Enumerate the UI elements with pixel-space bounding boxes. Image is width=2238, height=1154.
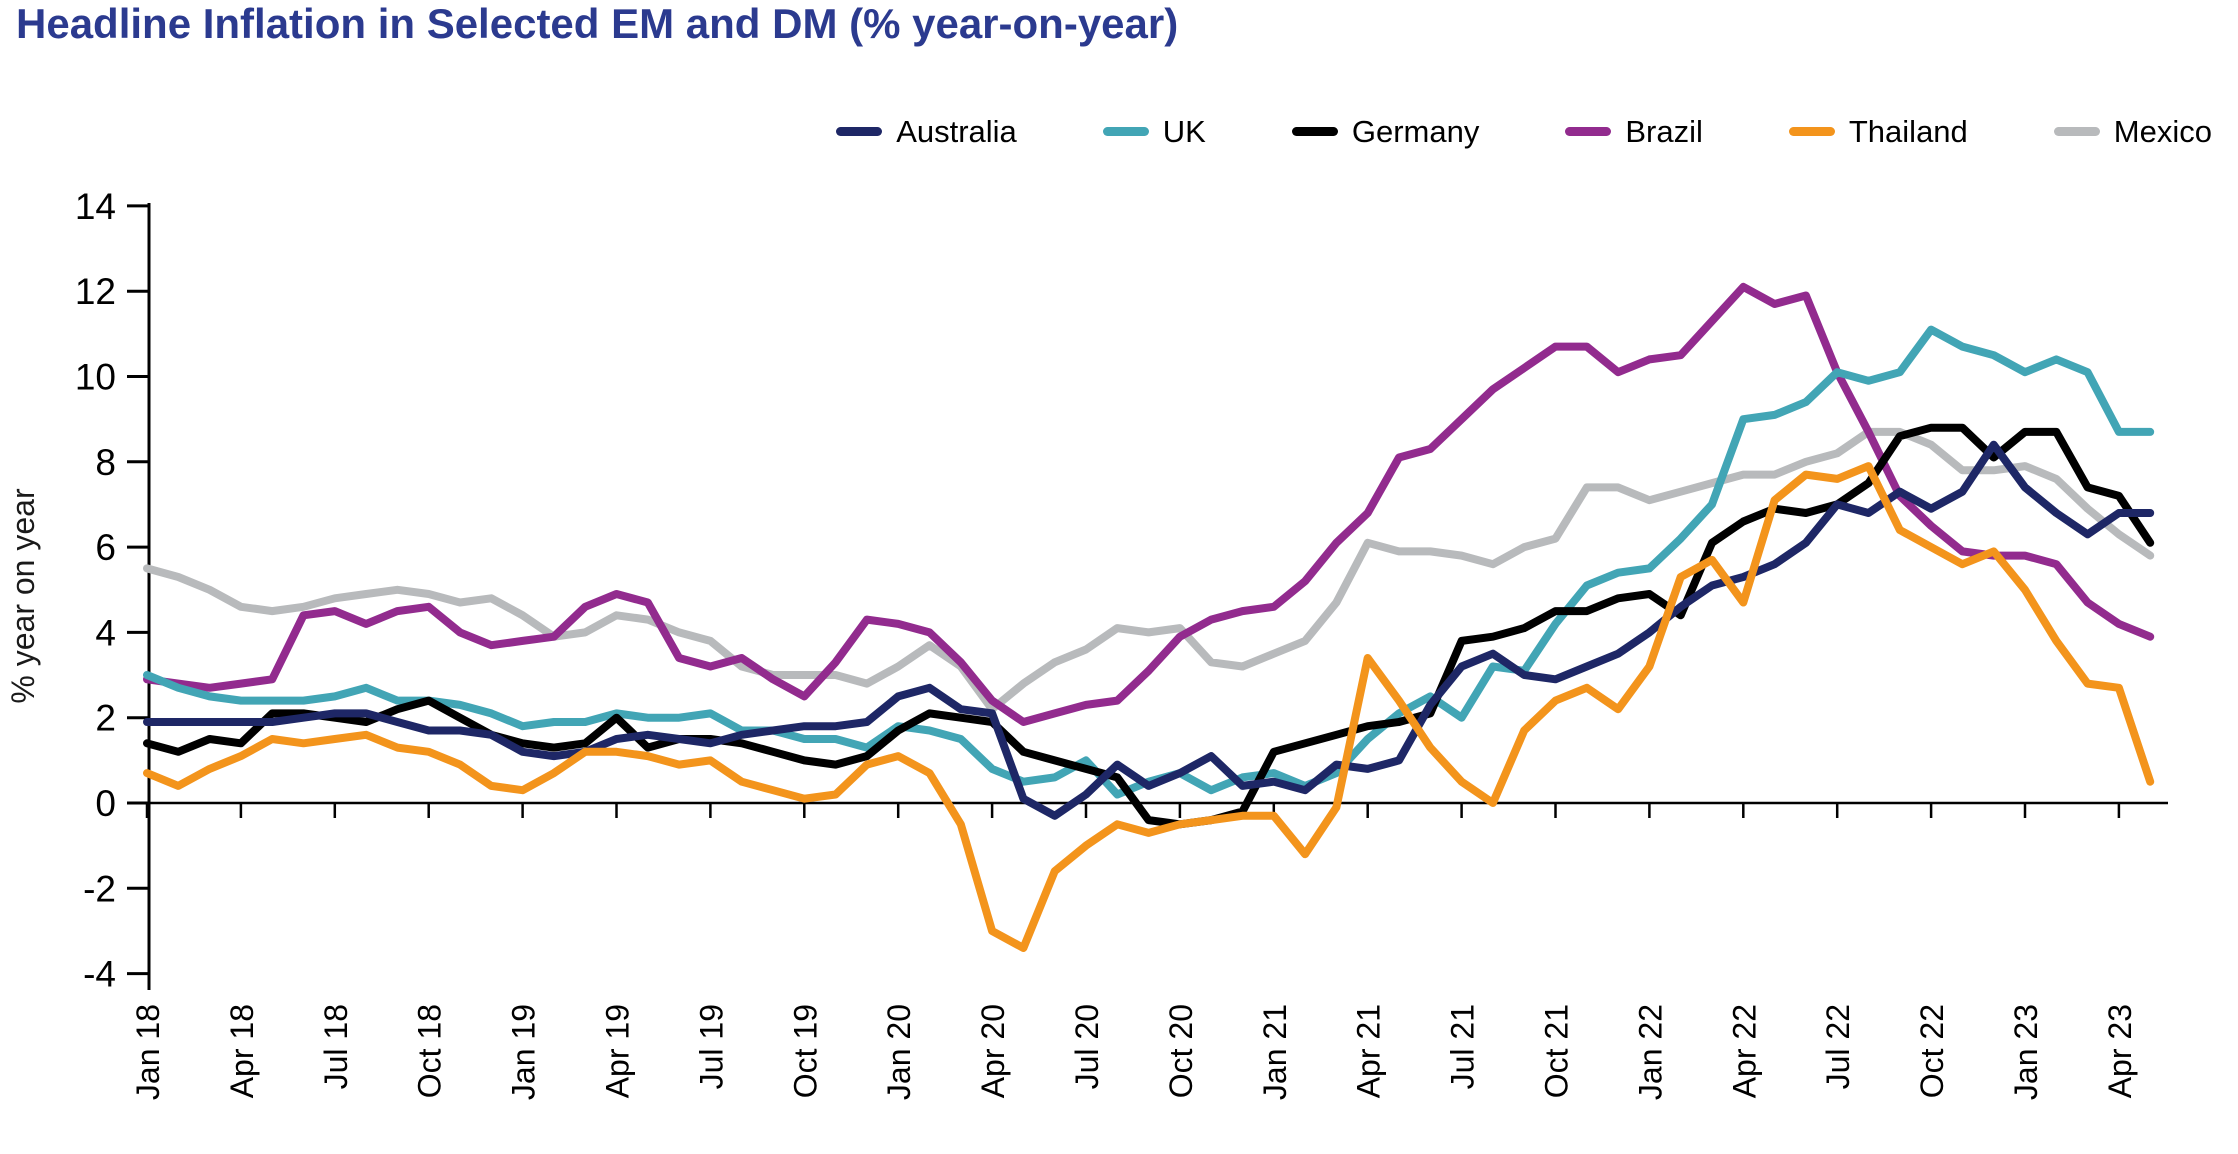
x-tick-label: Jan 18 [130,1004,166,1100]
x-tick-label: Jul 22 [1820,1004,1856,1089]
x-tick-label: Apr 20 [975,1004,1011,1098]
line-brazil [143,282,2155,726]
y-tick-label: -4 [83,954,116,995]
x-tick-label: Oct 18 [412,1004,448,1098]
legend-label: Australia [896,114,1017,149]
chart-legend: Australia UK Germany Brazil Thailand Mex… [836,116,2212,147]
x-tick-label: Oct 21 [1539,1004,1575,1098]
x-tick-label: Jul 19 [693,1004,729,1089]
y-tick-label: 6 [95,527,116,568]
legend-label: UK [1162,114,1206,149]
legend-item-uk: UK [1102,114,1206,149]
legend-item-australia: Australia [836,116,1017,147]
x-tick-label: Jan 20 [881,1004,917,1100]
line-thailand [143,462,2155,952]
legend-label: Thailand [1848,114,1968,149]
y-tick-label: 4 [95,612,116,653]
y-tick-label: 10 [75,357,116,398]
x-tick-label: Jul 21 [1445,1004,1481,1089]
germany-line-swatch-icon [1291,127,1338,136]
x-tick-label: Apr 23 [2102,1004,2138,1098]
x-tick-label: Jan 23 [2008,1004,2044,1100]
legend-item-germany: Germany [1291,114,1480,149]
x-tick-label: Apr 22 [1726,1004,1762,1098]
x-tick-label: Oct 19 [787,1004,823,1098]
x-tick-label: Oct 22 [1914,1004,1950,1098]
x-tick-label: Apr 21 [1351,1004,1387,1098]
brazil-line-swatch-icon [1565,127,1612,136]
legend-label: Mexico [2113,114,2212,149]
legend-item-thailand: Thailand [1788,114,1968,149]
x-tick-label: Apr 19 [600,1004,636,1098]
line-mexico [143,427,2155,714]
x-tick-label: Jan 19 [506,1004,542,1100]
thailand-line-swatch-icon [1788,127,1835,136]
x-tick-label: Jan 22 [1632,1004,1668,1100]
line-germany [143,423,2155,829]
x-tick-label: Apr 18 [224,1004,260,1098]
x-tick-label: Jul 18 [318,1004,354,1089]
x-tick-label: Jan 21 [1257,1004,1293,1100]
legend-label: Germany [1351,114,1480,149]
line-australia [143,440,2155,820]
x-tick-label: Jul 20 [1069,1004,1105,1089]
legend-label: Brazil [1625,114,1703,149]
y-tick-label: 12 [75,271,116,312]
uk-line-swatch-icon [1102,127,1149,136]
mexico-line-swatch-icon [2053,127,2100,136]
australia-line-swatch-icon [836,127,883,136]
y-tick-label: 8 [95,442,116,483]
legend-item-brazil: Brazil [1565,116,1703,147]
y-tick-label: 2 [95,698,116,739]
y-tick-label: 14 [75,186,116,227]
x-tick-label: Oct 20 [1163,1004,1199,1098]
y-tick-label: 0 [95,783,116,824]
chart-title: Headline Inflation in Selected EM and DM… [16,0,1179,47]
legend-item-mexico: Mexico [2053,114,2212,149]
y-tick-label: -2 [83,868,116,909]
y-axis-title: % year on year [5,488,41,704]
